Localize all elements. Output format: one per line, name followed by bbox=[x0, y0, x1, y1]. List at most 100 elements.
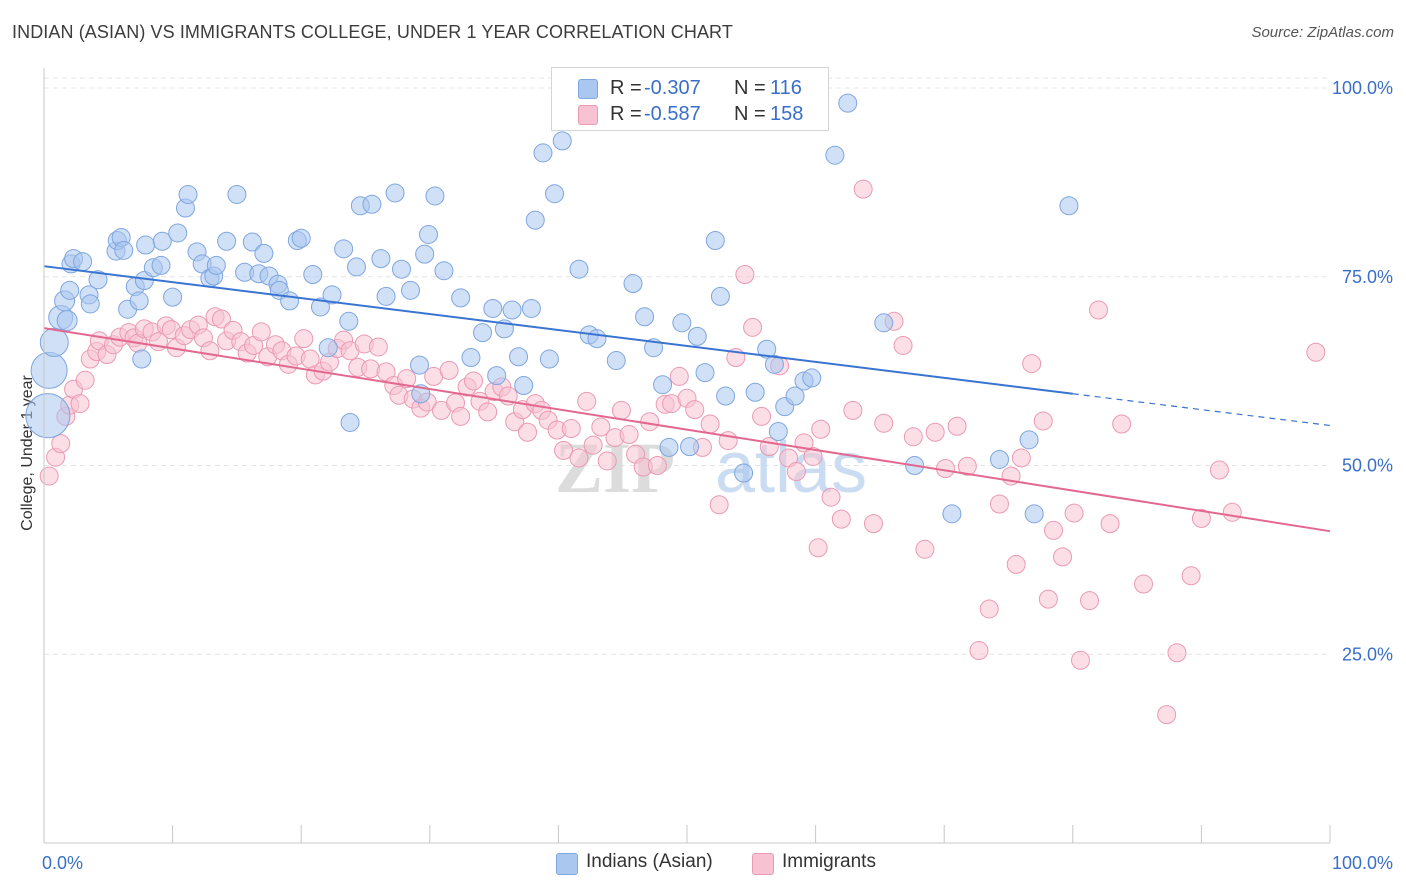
immigrants-point bbox=[947, 416, 967, 436]
indians-trend-line bbox=[43, 265, 1073, 395]
immigrants-point bbox=[853, 179, 873, 199]
legend-r-label: R = bbox=[610, 77, 642, 99]
indians-point bbox=[410, 355, 430, 375]
immigrants-point bbox=[1112, 414, 1132, 434]
immigrants-point bbox=[903, 427, 923, 447]
indians-point bbox=[178, 184, 198, 204]
bottom-legend-swatch-immigrants bbox=[752, 853, 774, 875]
immigrants-point bbox=[808, 538, 828, 558]
indians-point bbox=[242, 232, 262, 252]
immigrants-point bbox=[685, 400, 705, 420]
immigrants-point bbox=[597, 451, 617, 471]
indians-point bbox=[310, 297, 330, 317]
indians-point bbox=[825, 145, 845, 165]
legend-row-immigrants: R = -0.587 N = 158 bbox=[552, 101, 828, 127]
indians-point bbox=[88, 270, 108, 290]
indians-point bbox=[56, 310, 78, 332]
immigrants-point bbox=[803, 446, 823, 466]
indians-point bbox=[552, 131, 572, 151]
immigrants-point bbox=[70, 394, 90, 414]
immigrants-point bbox=[1080, 591, 1100, 611]
indians-point bbox=[385, 183, 405, 203]
indians-point bbox=[254, 243, 274, 263]
indians-point bbox=[425, 186, 445, 206]
axes bbox=[43, 68, 1331, 844]
y-tick-label: 25.0% bbox=[1342, 644, 1393, 664]
indians-point bbox=[539, 349, 559, 369]
indians-point bbox=[362, 194, 382, 214]
y-tick-label: 75.0% bbox=[1342, 267, 1393, 287]
y-tick-label: 50.0% bbox=[1342, 456, 1393, 476]
legend-swatch-immigrants bbox=[578, 105, 598, 125]
immigrants-point bbox=[979, 599, 999, 619]
indians-point bbox=[569, 259, 589, 279]
immigrants-point bbox=[478, 402, 498, 422]
immigrants-point bbox=[1044, 520, 1064, 540]
indians-point bbox=[838, 93, 858, 113]
immigrants-point bbox=[554, 440, 574, 460]
immigrants-point bbox=[294, 329, 314, 349]
indians-point bbox=[802, 368, 822, 388]
legend-n-value: 158 bbox=[770, 103, 804, 125]
bottom-legend-label-immigrants: Immigrants bbox=[782, 851, 876, 872]
immigrants-point bbox=[1209, 460, 1229, 480]
immigrants-point bbox=[1022, 354, 1042, 374]
indians-point bbox=[30, 351, 68, 389]
immigrants-point bbox=[1167, 643, 1187, 663]
immigrants-point bbox=[743, 317, 763, 337]
indians-point bbox=[434, 261, 454, 281]
indians-point bbox=[525, 210, 545, 230]
immigrants-point bbox=[1134, 574, 1154, 594]
indians-point bbox=[227, 184, 247, 204]
indians-point bbox=[653, 375, 673, 395]
indians-point bbox=[705, 231, 725, 251]
indians-point bbox=[757, 339, 777, 359]
legend-row-indians: R = -0.307 N = 116 bbox=[552, 75, 828, 101]
immigrants-point bbox=[640, 412, 660, 432]
legend-r-label: R = bbox=[610, 103, 642, 125]
indians-point bbox=[734, 463, 754, 483]
indians-point bbox=[745, 382, 765, 402]
indians-point bbox=[473, 323, 493, 343]
immigrants-point bbox=[893, 335, 913, 355]
immigrants-point bbox=[397, 369, 417, 389]
immigrants-point bbox=[1006, 554, 1026, 574]
indians-point bbox=[623, 274, 643, 294]
immigrants-point bbox=[1181, 566, 1201, 586]
gridlines bbox=[44, 77, 1330, 655]
legend-n-label: N = bbox=[734, 103, 766, 125]
indians-point bbox=[73, 252, 93, 272]
indians-point bbox=[415, 244, 435, 264]
immigrants-point bbox=[1157, 705, 1177, 725]
indians-point bbox=[206, 255, 226, 275]
indians-point bbox=[419, 224, 439, 244]
immigrants-point bbox=[561, 419, 581, 439]
y-tick-label: 100.0% bbox=[1332, 78, 1393, 98]
indians-point bbox=[521, 298, 541, 318]
indians-point bbox=[334, 239, 354, 259]
immigrants-point bbox=[1053, 547, 1073, 567]
indians-point bbox=[989, 449, 1009, 469]
indians-point bbox=[1059, 196, 1079, 216]
indians-point bbox=[318, 338, 338, 358]
immigrants-point bbox=[251, 322, 271, 342]
immigrants-point bbox=[863, 514, 883, 534]
indians-point bbox=[371, 249, 391, 269]
immigrants-point bbox=[39, 466, 59, 486]
indians-point bbox=[635, 307, 655, 327]
indians-point bbox=[587, 329, 607, 349]
indians-point bbox=[461, 348, 481, 368]
immigrants-point bbox=[735, 264, 755, 284]
trend-lines bbox=[43, 265, 1331, 533]
immigrants-point bbox=[518, 422, 538, 442]
immigrants-point bbox=[957, 456, 977, 476]
indians-points bbox=[25, 77, 1079, 524]
indians-point bbox=[168, 223, 188, 243]
indians-point bbox=[280, 291, 300, 311]
indians-point bbox=[114, 240, 134, 260]
immigrants-point bbox=[709, 495, 729, 515]
immigrants-point bbox=[874, 413, 894, 433]
indians-point bbox=[340, 412, 360, 432]
indians-point bbox=[80, 294, 100, 314]
